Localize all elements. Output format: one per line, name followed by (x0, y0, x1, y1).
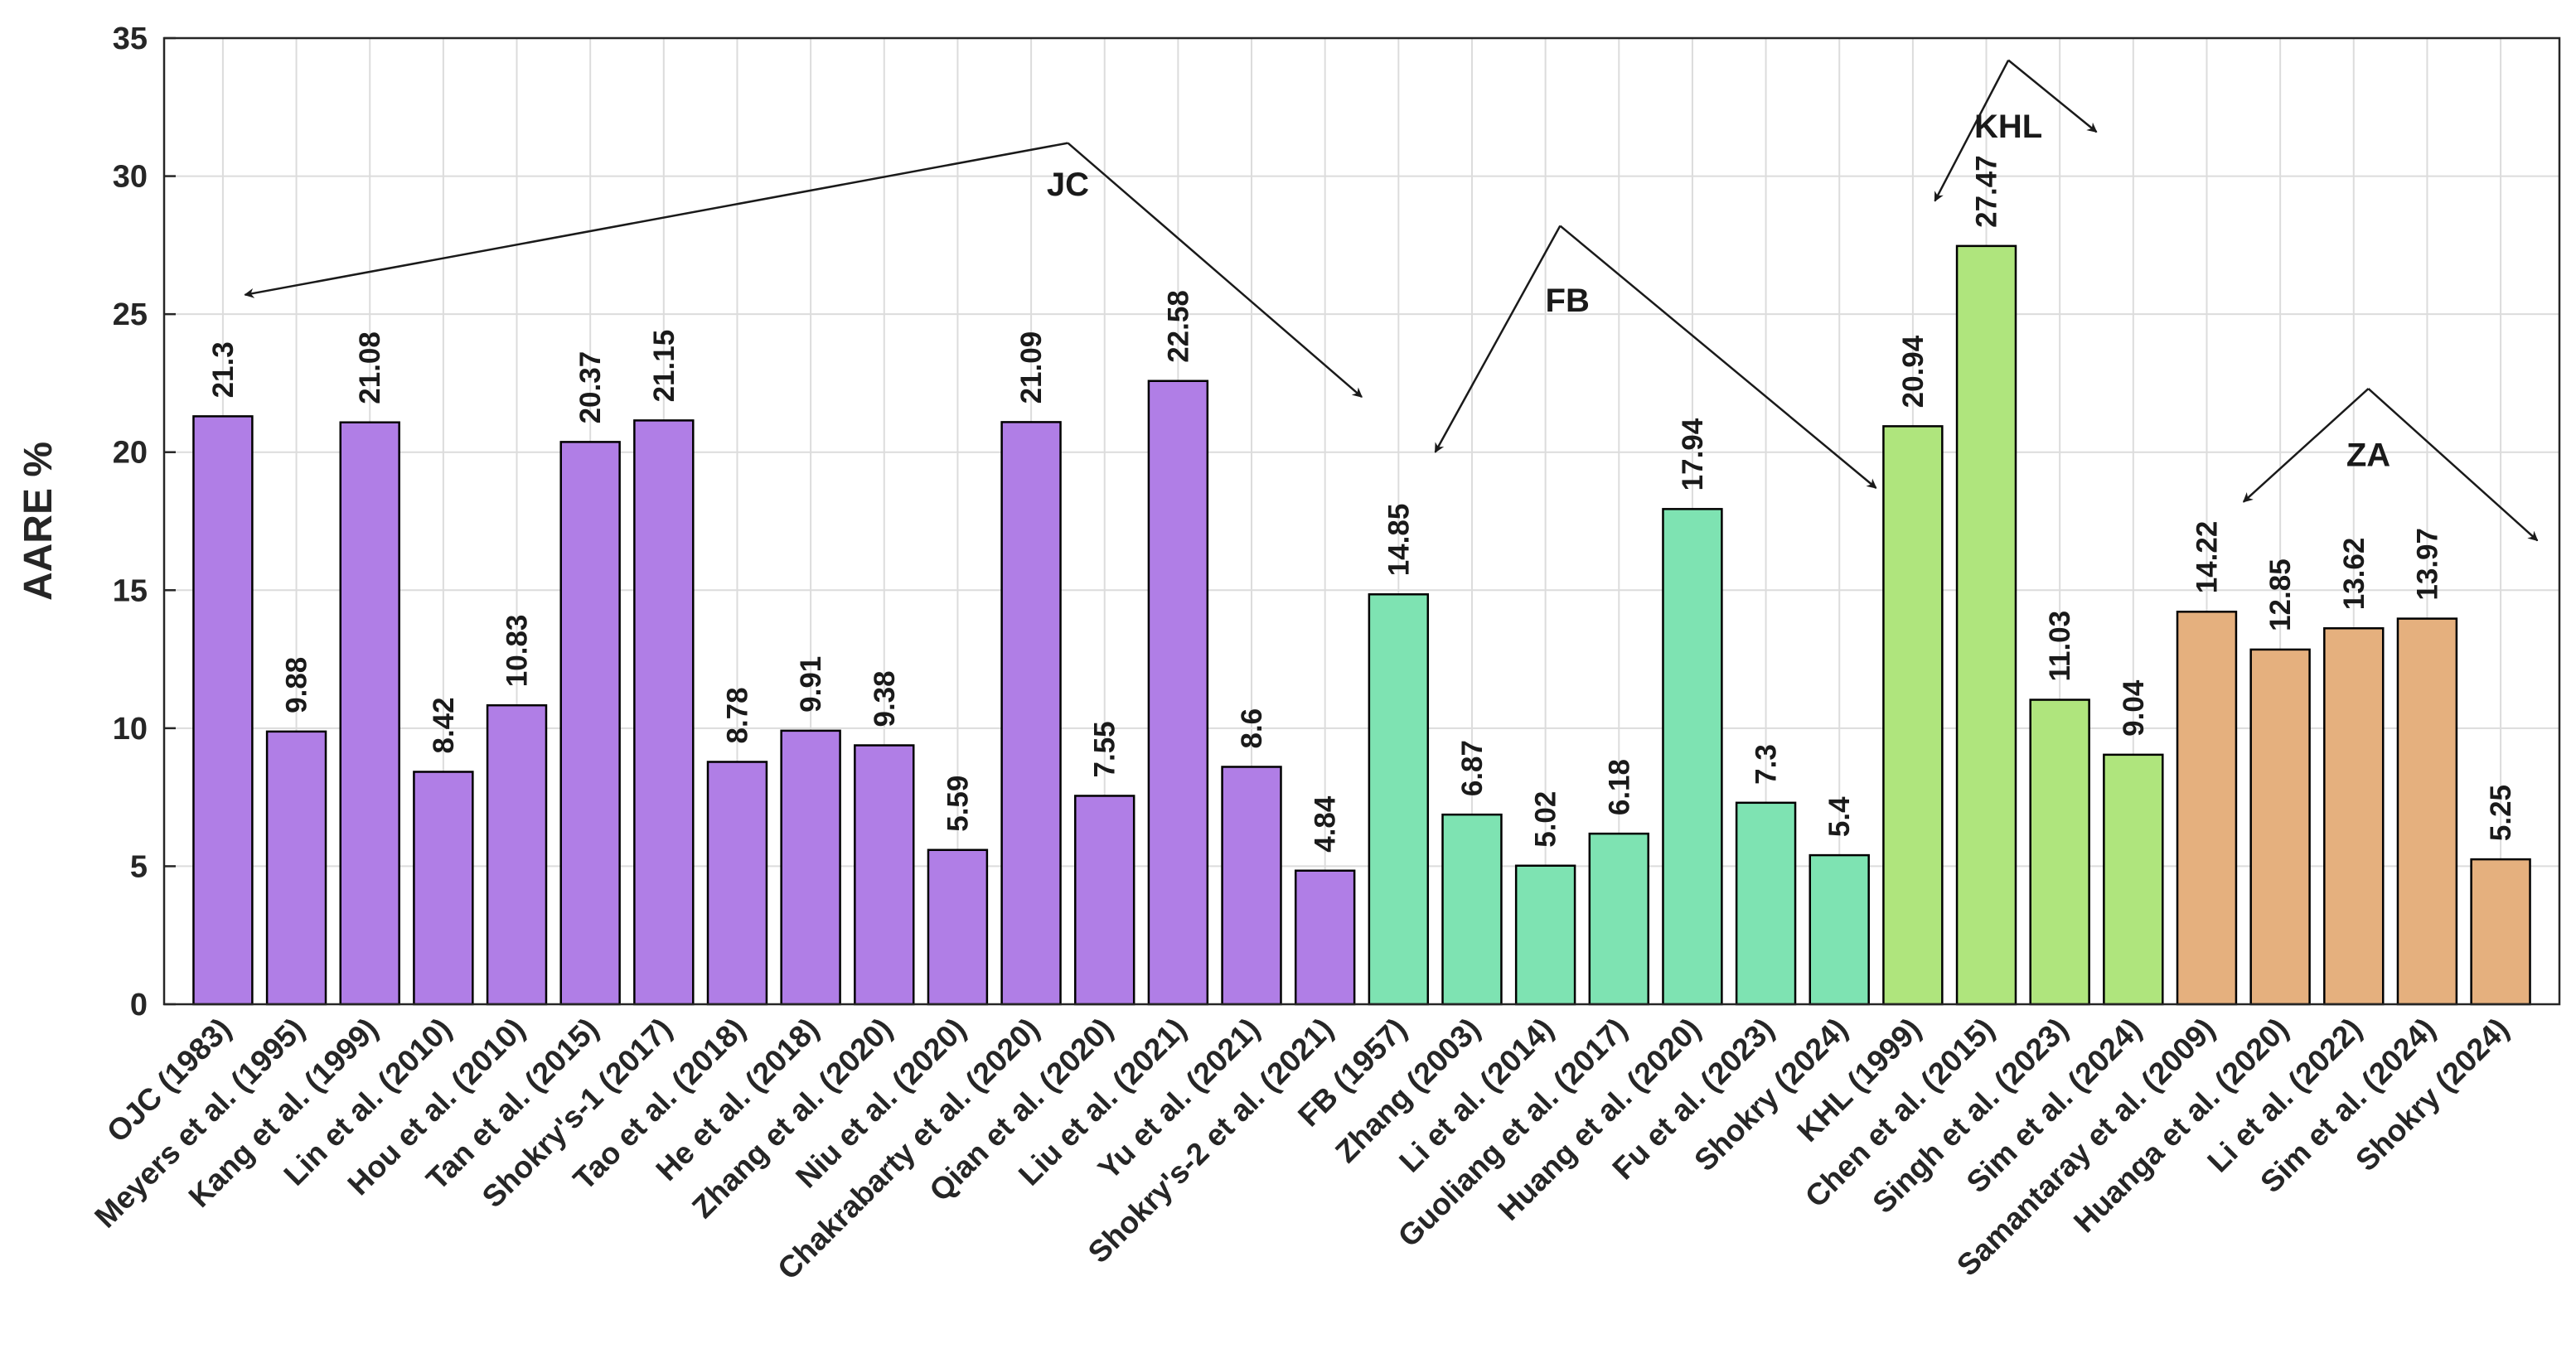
value-label: 5.02 (1530, 791, 1562, 848)
value-label: 5.59 (942, 776, 974, 832)
value-label: 13.97 (2411, 528, 2443, 601)
bar-jc (854, 744, 915, 1006)
bar-jc (1147, 379, 1209, 1006)
bars (192, 244, 2531, 1006)
value-label: 9.88 (281, 657, 313, 713)
bar-jc (1294, 869, 1356, 1006)
bar-fb (1809, 853, 1870, 1006)
bar-jc (559, 441, 621, 1006)
bar-fb (1735, 801, 1797, 1006)
bar-jc (265, 730, 327, 1006)
value-label: 5.4 (1823, 796, 1856, 837)
value-label: 21.08 (354, 331, 386, 404)
bar-za (2323, 627, 2385, 1006)
annotation-arrow (244, 142, 1068, 298)
value-label: 6.18 (1603, 759, 1635, 815)
bar-fb (1368, 593, 1430, 1006)
y-tick-label: 30 (113, 160, 148, 195)
y-tick-label: 35 (113, 22, 148, 56)
value-label: 7.55 (1089, 721, 1121, 777)
y-tick-label: 5 (130, 849, 148, 884)
bar-jc (1000, 421, 1062, 1006)
value-label: 21.09 (1015, 331, 1048, 404)
value-label: 9.04 (2118, 679, 2150, 737)
value-label: 14.22 (2191, 521, 2223, 594)
group-annotations: JC FB KHL ZA (244, 59, 2539, 542)
value-label: 13.62 (2338, 538, 2370, 611)
y-axis-ticks: 0 5 10 15 20 25 30 35 (113, 22, 176, 1022)
value-label: 8.6 (1236, 708, 1268, 749)
value-label: 20.37 (574, 351, 607, 424)
bar-za (2470, 858, 2531, 1006)
value-label: 14.85 (1382, 504, 1415, 577)
annotation-arrow (2242, 388, 2370, 503)
value-label: 5.25 (2485, 785, 2517, 841)
group-label-jc: JC (1047, 167, 1089, 203)
value-label: 12.85 (2264, 558, 2297, 631)
y-tick-label: 25 (113, 297, 148, 332)
bar-jc (1221, 766, 1282, 1006)
value-label: 9.38 (869, 670, 901, 727)
annotation-arrow (2007, 59, 2098, 133)
value-label: 9.91 (795, 656, 827, 713)
bar-jc (633, 419, 695, 1006)
bar-jc (706, 761, 768, 1006)
bar-khl (2103, 753, 2164, 1006)
group-label-khl: KHL (1974, 109, 2042, 145)
bar-jc (927, 848, 989, 1006)
x-axis-ticks: OJC (1983)Meyers et al. (1995)Kang et al… (88, 1012, 2515, 1286)
value-label: 20.94 (1897, 335, 1930, 408)
bar-khl (1882, 425, 1944, 1006)
bar-jc (339, 421, 400, 1006)
axes-frame (162, 36, 2561, 1006)
value-label: 27.47 (1971, 155, 2003, 228)
bar-fb (1441, 813, 1503, 1006)
value-label: 7.3 (1750, 744, 1783, 785)
group-label-za: ZA (2346, 437, 2390, 473)
bar-fb (1588, 832, 1649, 1006)
y-tick-label: 15 (113, 573, 148, 608)
bar-jc (413, 771, 474, 1006)
y-tick-label: 10 (113, 712, 148, 747)
bar-khl (2029, 699, 2090, 1006)
value-label: 17.94 (1677, 418, 1709, 491)
bar-fb (1514, 864, 1576, 1006)
annotation-arrow (1067, 142, 1363, 399)
value-label: 21.3 (207, 341, 240, 398)
value-label: 22.58 (1162, 290, 1194, 363)
y-tick-label: 20 (113, 436, 148, 471)
value-label: 8.42 (428, 697, 460, 753)
value-label: 21.15 (648, 330, 680, 403)
bar-za (2396, 617, 2458, 1006)
value-label: 10.83 (501, 615, 534, 688)
bar-za (2176, 611, 2238, 1006)
value-label: 8.78 (721, 687, 753, 743)
annotation-arrow (1434, 225, 1562, 453)
annotation-arrow (1934, 60, 2010, 202)
bar-khl (1955, 244, 2017, 1006)
value-label: 6.87 (1456, 740, 1489, 796)
y-axis-label: AARE % (17, 442, 61, 601)
bar-jc (192, 415, 254, 1006)
bar-jc (1074, 795, 1135, 1006)
value-label: 4.84 (1310, 795, 1342, 853)
value-label: 11.03 (2044, 611, 2076, 682)
annotation-arrow (1559, 225, 1877, 489)
y-tick-label: 0 (130, 988, 148, 1022)
annotation-arrow (2367, 388, 2539, 542)
bar-jc (486, 703, 548, 1006)
value-labels: 21.3 9.88 21.08 8.42 10.83 20.37 21.15 8.78 9.91… (207, 155, 2517, 852)
bar-jc (780, 729, 841, 1006)
bar-fb (1662, 508, 1723, 1006)
bar-za (2249, 648, 2311, 1006)
group-label-fb: FB (1546, 283, 1590, 319)
